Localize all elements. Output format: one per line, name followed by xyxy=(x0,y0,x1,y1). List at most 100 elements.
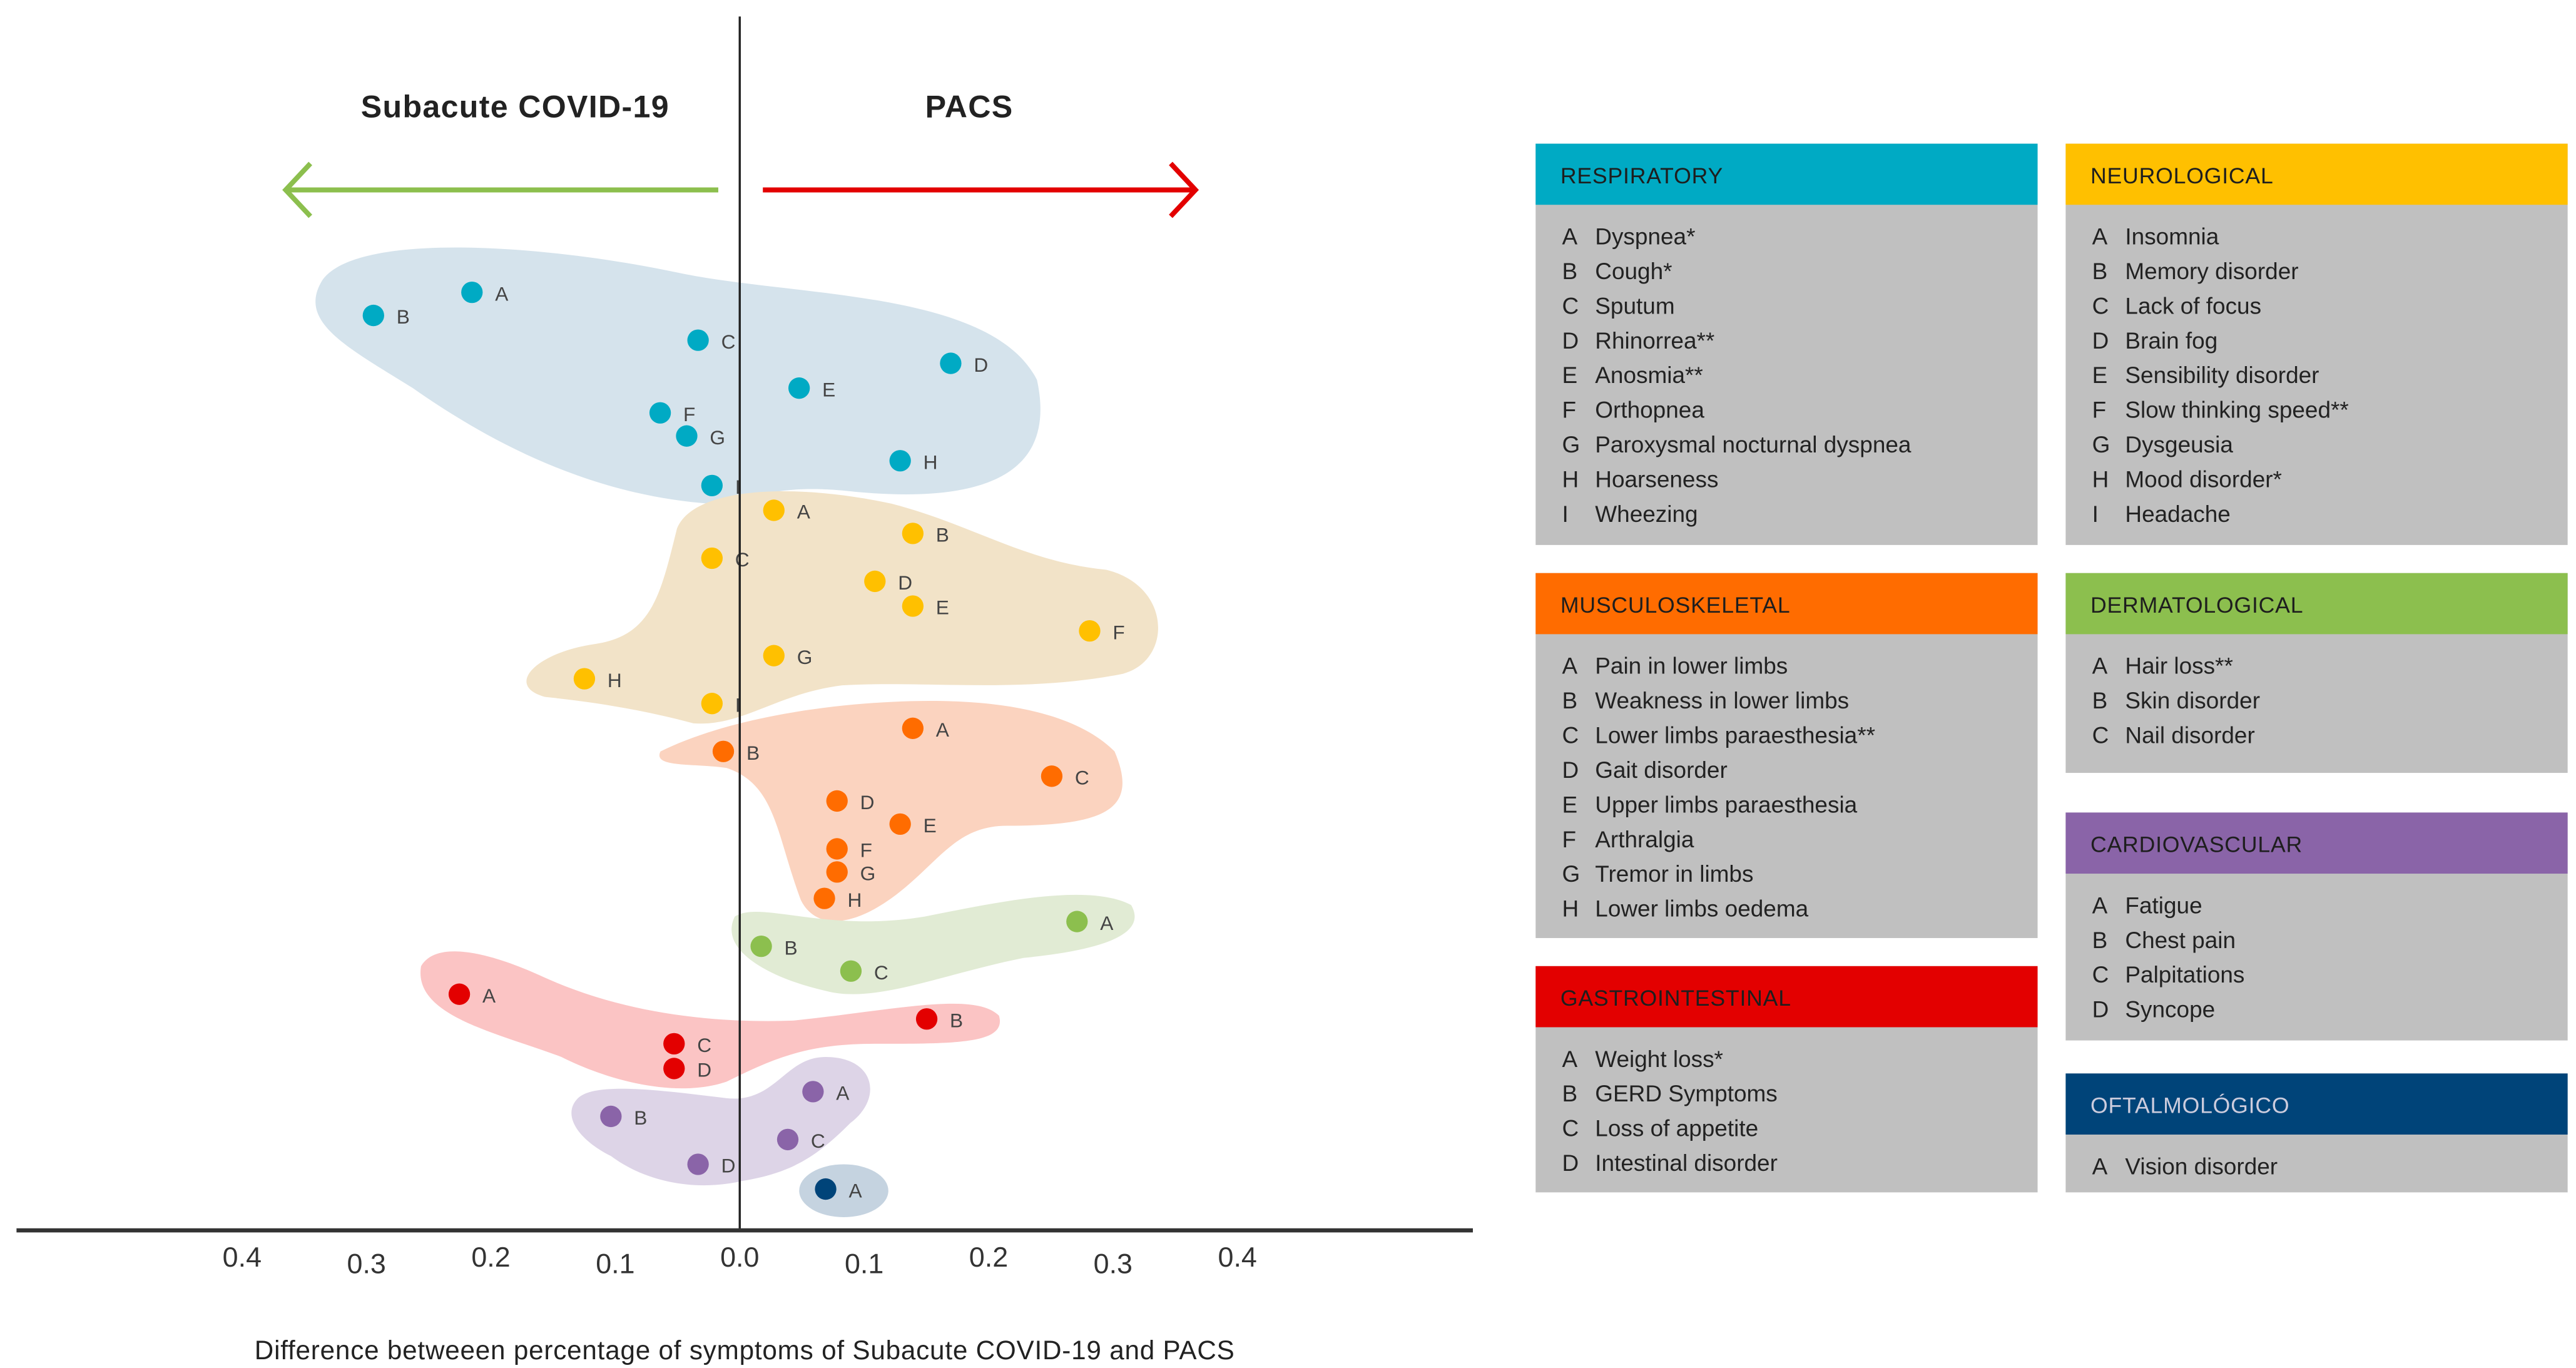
legend-item: F Arthralgia xyxy=(1562,822,2037,857)
data-point-label: G xyxy=(860,862,876,885)
data-point-label: C xyxy=(811,1130,825,1152)
legend-item-key: A xyxy=(1562,1045,1578,1072)
x-tick-label: 0.3 xyxy=(347,1248,386,1280)
legend-item-label: Paroxysmal nocturnal dyspnea xyxy=(1595,431,1912,458)
legend-item-label: Tremor in limbs xyxy=(1595,860,1754,887)
legend-item-key: B xyxy=(1562,257,1578,284)
legend-item-key: G xyxy=(1562,431,1581,458)
legend-item-label: Cough* xyxy=(1595,257,1672,284)
data-point xyxy=(663,1033,685,1055)
legend-item: B Cough* xyxy=(1562,254,2037,288)
legend-item-key: D xyxy=(1562,756,1579,783)
data-point xyxy=(802,1081,824,1103)
legend-item-label: Arthralgia xyxy=(1595,825,1694,852)
legend-header: CARDIOVASCULAR xyxy=(2065,812,2568,874)
data-point-label: B xyxy=(936,524,949,546)
legend-item-key: D xyxy=(2092,327,2109,354)
legend-item-key: B xyxy=(1562,687,1578,714)
x-tick-label: 0.2 xyxy=(969,1241,1008,1273)
legend-item: A Pain in lower limbs xyxy=(1562,649,2037,683)
data-point xyxy=(712,740,735,762)
legend-item-key: E xyxy=(1562,361,1578,389)
legend-item-key: D xyxy=(1562,327,1579,354)
legend-item: A Weight loss* xyxy=(1562,1042,2037,1076)
data-point xyxy=(701,547,723,569)
data-point xyxy=(687,1153,709,1175)
legend-item-key: I xyxy=(1562,500,1569,527)
legend-item-key: A xyxy=(2092,652,2108,679)
data-point xyxy=(750,935,772,957)
legend-item-label: Headache xyxy=(2125,500,2231,527)
legend-item-key: B xyxy=(2092,257,2108,284)
data-point-label: A xyxy=(1100,912,1114,934)
legend-item-label: Lower limbs paraesthesia** xyxy=(1595,722,1875,748)
data-point-label: H xyxy=(924,451,938,473)
legend-item-key: F xyxy=(1562,396,1577,423)
x-tick-label: 0.2 xyxy=(471,1241,510,1273)
data-point-label: D xyxy=(898,571,912,594)
legend-item-label: Brain fog xyxy=(2125,327,2218,354)
data-point-label: D xyxy=(974,354,988,376)
legend-item-key: G xyxy=(1562,860,1581,887)
legend-item-label: Vision disorder xyxy=(2125,1153,2278,1180)
legend-item: E Anosmia** xyxy=(1562,359,2037,393)
blob-musculoskeletal xyxy=(659,700,1123,921)
arrow-right-icon xyxy=(763,161,1199,218)
legend-item: C Palpitations xyxy=(2092,958,2568,993)
legend-item: I Wheezing xyxy=(1562,497,2037,531)
legend-item: H Lower limbs oedema xyxy=(1562,892,2037,926)
legend-item-key: E xyxy=(1562,791,1578,818)
legend-item: A Vision disorder xyxy=(2092,1150,2568,1184)
data-point-label: A xyxy=(797,501,811,523)
x-tick-label: 0.0 xyxy=(720,1241,759,1273)
legend-item-key: H xyxy=(1562,895,1579,922)
data-point-label: A xyxy=(482,984,496,1007)
legend-item-key: B xyxy=(2092,926,2108,953)
legend-item: G Paroxysmal nocturnal dyspnea xyxy=(1562,428,2037,462)
legend-item-label: Mood disorder* xyxy=(2125,466,2282,493)
blob-respiratory xyxy=(315,247,1041,504)
data-point xyxy=(1066,911,1088,932)
data-point xyxy=(902,717,924,739)
legend-item-label: Upper limbs paraesthesia xyxy=(1595,791,1858,818)
legend-item-label: Orthopnea xyxy=(1595,396,1704,423)
legend-item-key: B xyxy=(1562,1080,1578,1107)
blob-cardiovascular xyxy=(571,1056,870,1186)
legend-box-cardiovascular: CARDIOVASCULAR A Fatigue B Chest pain C Palpit… xyxy=(2065,812,2568,1041)
data-point xyxy=(902,523,924,544)
legend-item-label: Palpitations xyxy=(2125,961,2245,988)
legend-item-key: E xyxy=(2092,361,2108,389)
legend-item: C Nail disorder xyxy=(2092,718,2568,753)
legend-item-key: F xyxy=(1562,825,1577,852)
data-point xyxy=(776,1128,799,1151)
legend-item-label: Wheezing xyxy=(1595,500,1698,527)
legend-item-key: H xyxy=(2092,466,2109,493)
data-point xyxy=(461,281,483,304)
legend-item: H Mood disorder* xyxy=(2092,462,2568,497)
legend-item-label: GERD Symptoms xyxy=(1595,1080,1778,1107)
legend-box-musculoskeletal: MUSCULOSKELETAL A Pain in lower limbs B Weak… xyxy=(1535,573,2038,938)
legend-item-key: D xyxy=(1562,1149,1579,1176)
data-point-label: B xyxy=(950,1009,963,1031)
legend-item-label: Lower limbs oedema xyxy=(1595,895,1809,922)
legend-item: A Dyspnea* xyxy=(1562,220,2037,254)
data-point xyxy=(701,693,723,715)
x-tick-label: 0.1 xyxy=(845,1248,883,1280)
legend-item-key: A xyxy=(1562,223,1578,250)
legend-item-key: I xyxy=(2092,500,2099,527)
legend-box-dermatological: DERMATOLOGICAL A Hair loss** B Skin disorder… xyxy=(2065,573,2568,773)
data-point xyxy=(362,304,384,327)
title-subacute: Subacute COVID-19 xyxy=(361,89,669,124)
legend-item-label: Weakness in lower limbs xyxy=(1595,687,1850,714)
blob-neurological xyxy=(526,491,1158,724)
data-point-label: H xyxy=(608,669,622,692)
legend-item-key: C xyxy=(1562,292,1579,319)
legend-header: GASTROINTESTINAL xyxy=(1535,966,2038,1028)
x-tick-label: 0.4 xyxy=(223,1241,262,1273)
blob-oftalmologico xyxy=(799,1164,888,1217)
legend-header: NEUROLOGICAL xyxy=(2065,143,2568,205)
data-point xyxy=(687,329,709,351)
data-point xyxy=(701,474,723,497)
data-point xyxy=(448,983,471,1005)
